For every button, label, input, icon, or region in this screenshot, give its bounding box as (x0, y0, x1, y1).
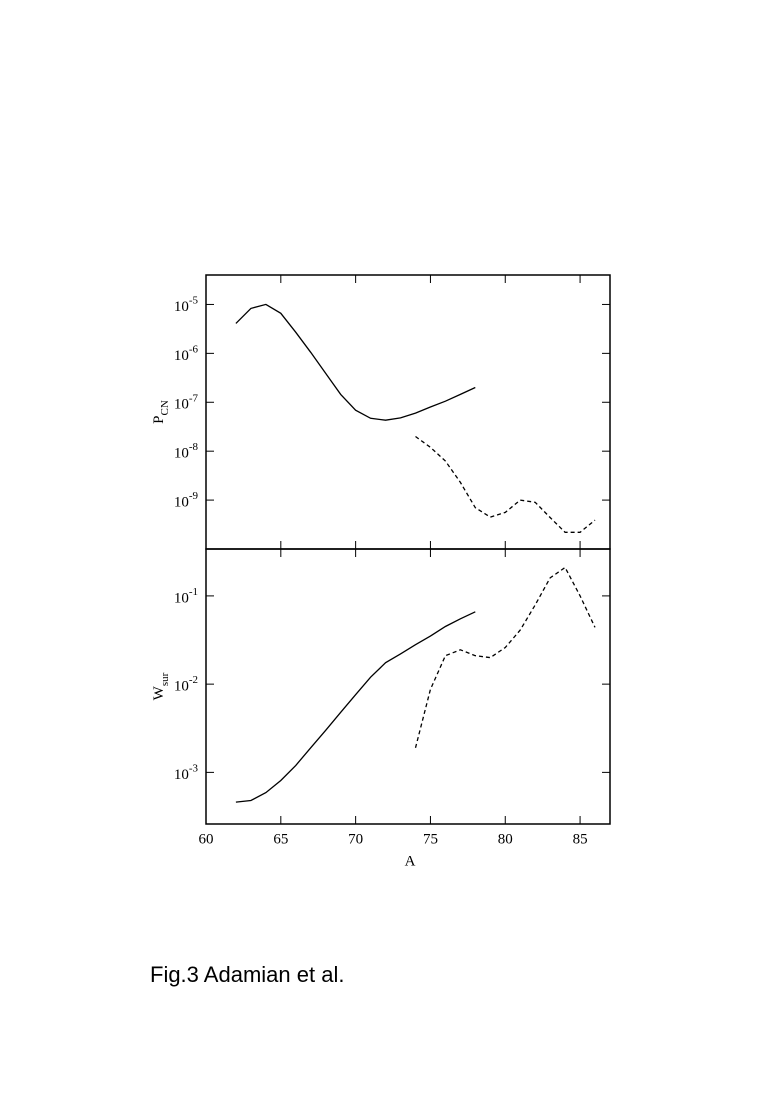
y-tick-label: 10-6 (174, 343, 199, 364)
y-axis-label-sub: CN (159, 400, 171, 415)
x-tick-label: 60 (199, 831, 214, 847)
x-tick-label: 80 (498, 831, 513, 847)
caption: Fig.3 Adamian et al. (150, 962, 344, 987)
plot-frame (205, 548, 611, 825)
y-axis-label: PCN (151, 400, 170, 424)
y-tick-label: 10-5 (174, 294, 199, 315)
x-tick-label: 75 (423, 831, 438, 847)
series-line (414, 566, 596, 748)
y-axis-label: Wsur (151, 672, 170, 700)
series-line (415, 435, 596, 533)
series-line (235, 303, 476, 421)
x-tick-label: 85 (573, 831, 588, 847)
y-tick-label: 10-7 (174, 392, 199, 413)
y-axis-label-main: W (151, 685, 167, 700)
x-tick-label: 70 (348, 831, 363, 847)
series-line (235, 611, 476, 803)
plot-frame (205, 274, 611, 550)
y-tick-label: 10-9 (174, 490, 199, 511)
y-tick-label: 10-8 (174, 441, 199, 462)
x-axis-label: A (405, 853, 416, 869)
y-tick-label: 10-1 (174, 585, 198, 606)
y-axis-label-sub: sur (159, 672, 171, 686)
y-tick-label: 10-2 (174, 674, 198, 695)
x-tick-label: 65 (273, 831, 288, 847)
y-tick-label: 10-3 (174, 762, 199, 783)
y-axis-label-main: P (151, 415, 167, 423)
